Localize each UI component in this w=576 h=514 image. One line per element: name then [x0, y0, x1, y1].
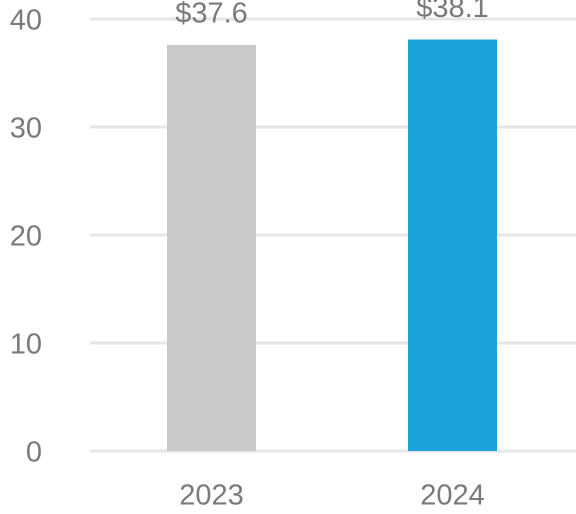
y-tick-label: 0 — [26, 437, 42, 469]
bar — [167, 44, 256, 452]
x-tick-label: 2024 — [420, 480, 485, 512]
y-tick-label: 20 — [10, 221, 42, 253]
x-tick-label: 2023 — [179, 480, 244, 512]
bar — [408, 39, 497, 452]
y-tick-label: 40 — [10, 5, 42, 37]
y-tick-label: 30 — [10, 113, 42, 145]
y-tick-label: 10 — [10, 329, 42, 361]
value-label: $37.6 — [175, 0, 248, 30]
value-label: $38.1 — [416, 0, 489, 24]
